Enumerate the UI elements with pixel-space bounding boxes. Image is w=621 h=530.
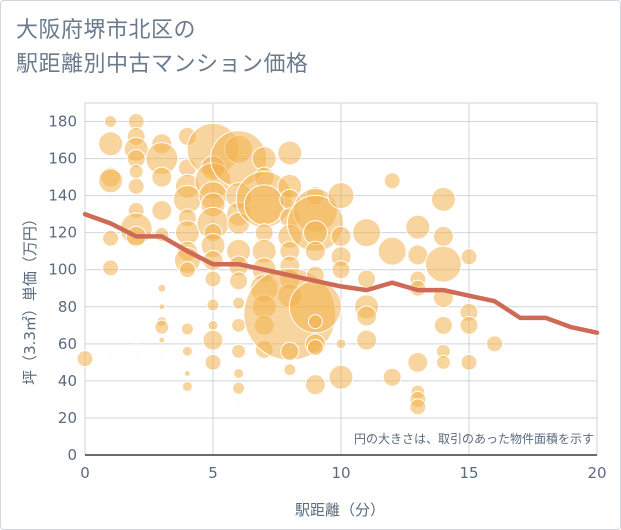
- bubble-point: [232, 381, 246, 395]
- y-tick-label: 60: [58, 335, 77, 353]
- bubble-point: [407, 244, 429, 266]
- bubble-point: [328, 364, 354, 390]
- bubble-point: [304, 240, 326, 262]
- bubble-point: [181, 345, 193, 357]
- bubble-point: [204, 353, 222, 371]
- bubble-point: [207, 319, 219, 331]
- bubble-point: [157, 283, 167, 293]
- bubble-point: [98, 168, 124, 194]
- bubble-point: [330, 225, 352, 247]
- bubble-point: [409, 398, 427, 416]
- bubble-point: [178, 261, 196, 279]
- bubble-point: [335, 338, 347, 350]
- bubble-point: [154, 319, 170, 335]
- bubble-point: [430, 186, 456, 212]
- bubble-point: [331, 260, 351, 280]
- bubble-point: [98, 131, 124, 157]
- bubble-point: [109, 338, 113, 342]
- bubble-point: [280, 341, 300, 361]
- bubble-point: [327, 182, 355, 210]
- bubble-point: [424, 245, 462, 283]
- bubble-point: [158, 336, 166, 344]
- bubble-point: [460, 248, 478, 266]
- bubble-point: [352, 218, 382, 248]
- bubble-point: [237, 405, 241, 409]
- bubble-point: [277, 140, 303, 166]
- bubble-point: [460, 353, 478, 371]
- bubble-point: [433, 315, 453, 335]
- bubble-point: [158, 303, 166, 311]
- y-axis-label: 坪（3.3㎡）単価（万円）: [21, 211, 39, 385]
- bubble-point: [134, 353, 138, 357]
- trend-line: [82, 211, 600, 335]
- x-tick-label: 0: [80, 464, 90, 482]
- y-tick-label: 180: [48, 113, 77, 131]
- bubble-point: [134, 342, 138, 346]
- bubble-point: [435, 354, 451, 370]
- y-tick-label: 140: [48, 187, 77, 205]
- bubble-point: [377, 236, 407, 266]
- chart-title-line-1: 大阪府堺市北区の: [16, 18, 197, 43]
- x-tick-label: 10: [331, 464, 350, 482]
- bubble-point: [356, 305, 378, 327]
- bubble-point: [76, 350, 94, 368]
- bubble-point: [357, 269, 377, 289]
- bubble-point: [183, 369, 191, 377]
- y-tick-label: 20: [58, 409, 77, 427]
- size-annotation: 円の大きさは、取引のあった物件面積を示す: [354, 431, 594, 446]
- bubble-point: [432, 225, 454, 247]
- bubble-point: [104, 115, 118, 129]
- bubble-point: [102, 229, 120, 247]
- axes: 0 5 10 15 20 0 20 40 60 80 100 120 140 160 180: [48, 113, 606, 482]
- bubble-point: [405, 214, 431, 240]
- y-tick-label: 80: [58, 298, 77, 316]
- bubble-point: [383, 172, 401, 190]
- bubble-point: [283, 363, 297, 377]
- x-tick-label: 20: [587, 464, 606, 482]
- chart-title: 大阪府堺市北区の 駅距離別中古マンション価格: [16, 14, 309, 82]
- bubble-point: [233, 367, 245, 379]
- x-axis-label: 駅距離（分）: [295, 501, 385, 519]
- bubble-point: [102, 259, 120, 277]
- bubble-point: [304, 374, 326, 396]
- bubble-point: [202, 329, 224, 351]
- bubble-point: [382, 367, 402, 387]
- y-tick-label: 100: [48, 261, 77, 279]
- bubble-point: [229, 271, 249, 291]
- bubble-point: [459, 315, 479, 335]
- bubble-point: [307, 314, 323, 330]
- x-tick-label: 15: [459, 464, 478, 482]
- bubble-point: [128, 164, 144, 180]
- bubble-point: [486, 335, 504, 353]
- x-tick-label: 5: [208, 464, 218, 482]
- bubble-point: [356, 329, 378, 351]
- bubble-point: [180, 322, 194, 336]
- bubble-point: [407, 351, 429, 373]
- bubble-point: [232, 296, 246, 310]
- y-tick-label: 0: [67, 446, 77, 464]
- bubble-point: [127, 177, 145, 195]
- trend-line-layer: [82, 211, 600, 335]
- chart-title-line-2: 駅距離別中古マンション価格: [16, 52, 309, 77]
- bubble-point: [231, 317, 247, 333]
- bubble-point: [151, 166, 173, 188]
- bubble-point: [204, 270, 222, 288]
- bubble-point: [151, 199, 173, 221]
- bubble-point: [109, 353, 113, 357]
- bubble-point: [181, 380, 193, 392]
- y-tick-label: 120: [48, 224, 77, 242]
- y-tick-label: 40: [58, 372, 77, 390]
- bubble-point: [306, 339, 324, 357]
- y-tick-label: 160: [48, 150, 77, 168]
- bubble-point: [160, 355, 164, 359]
- bubble-point: [206, 298, 220, 312]
- bubble-point: [231, 343, 247, 359]
